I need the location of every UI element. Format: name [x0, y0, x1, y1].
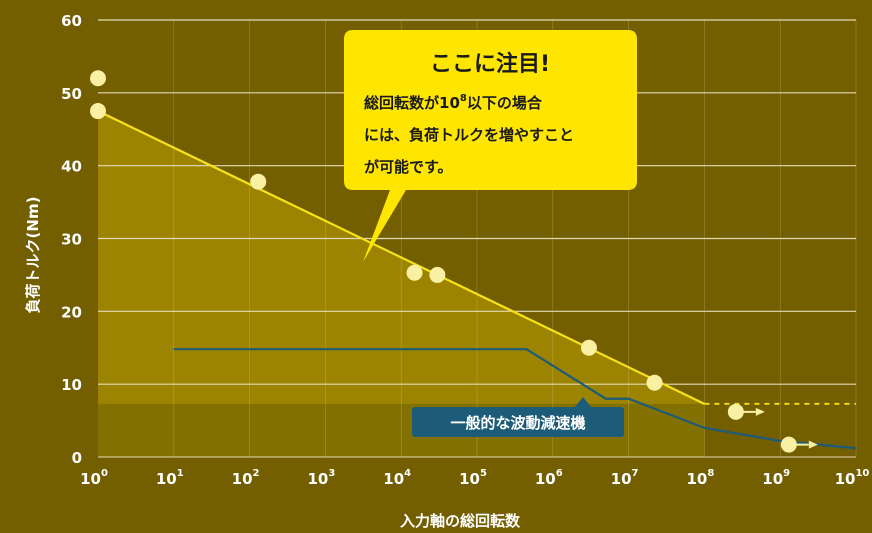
callout-line-2-text: には、負荷トルクを増やすこと: [364, 126, 574, 144]
x-tick-exp: 10: [855, 468, 869, 479]
series-line-rated: [97, 110, 705, 405]
y-tick-60: 60: [61, 12, 82, 30]
y-tick-50: 50: [61, 85, 82, 103]
y-tick-0: 0: [72, 449, 82, 467]
data-point-5: [580, 339, 597, 356]
x-tick-exp: 6: [556, 468, 563, 479]
x-tick-base: 10: [383, 470, 404, 488]
x-tick-exp: 1: [177, 468, 184, 479]
point-arrow-head-8: [808, 440, 818, 449]
series-line-general: [173, 348, 857, 450]
x-tick-4: 104: [383, 468, 411, 488]
x-tick-exp: 2: [253, 468, 260, 479]
callout-line-3: が可能です。: [364, 158, 453, 176]
callout-line-2: には、負荷トルクを増やすこと: [364, 126, 574, 144]
data-point-0: [90, 70, 106, 87]
callout-line-1: 総回転数が108以下の場合: [364, 93, 543, 112]
data-point-1: [90, 103, 106, 120]
x-tick-5: 105: [459, 468, 487, 488]
x-tick-base: 10: [686, 470, 707, 488]
x-tick-exp: 0: [101, 468, 108, 479]
x-tick-6: 106: [535, 468, 563, 488]
x-tick-exp: 7: [632, 468, 639, 479]
callout-bubble: [344, 30, 637, 262]
x-tick-base: 10: [762, 470, 783, 488]
x-tick-3: 103: [307, 468, 335, 488]
x-tick-7: 107: [611, 468, 639, 488]
data-point-2: [250, 173, 267, 190]
callout-title: ここに注目!: [430, 51, 550, 77]
x-tick-2: 102: [232, 468, 260, 488]
x-tick-labels: 100 101 102 103 104 105 106 107 108 109 1010: [80, 468, 869, 488]
gridlines: [98, 19, 857, 458]
x-tick-exp: 4: [404, 468, 411, 479]
y-axis-title: 負荷トルク(Nm): [24, 197, 42, 314]
callout: ここに注目! 総回転数が108以下の場合 には、負荷トルクを増やすこと が可能で…: [344, 30, 637, 262]
x-tick-8: 108: [686, 468, 714, 488]
callout-line-1-sup: 8: [460, 93, 467, 104]
x-tick-base: 10: [156, 470, 177, 488]
y-tick-10: 10: [61, 376, 82, 394]
data-point-6: [646, 374, 663, 391]
x-tick-exp: 5: [480, 468, 487, 479]
series-label-pointer: [574, 397, 592, 408]
x-tick-base: 10: [232, 470, 253, 488]
x-tick-0: 100: [80, 468, 108, 488]
x-tick-base: 10: [611, 470, 632, 488]
x-axis-title: 入力軸の総回転数: [400, 512, 521, 530]
x-tick-10: 1010: [835, 468, 870, 488]
y-tick-labels: 0 10 20 30 40 50 60: [61, 12, 82, 467]
series-lines: [97, 110, 857, 450]
series-label-box: [412, 407, 624, 437]
x-tick-1: 101: [156, 468, 184, 488]
data-point-3: [406, 264, 423, 281]
x-tick-exp: 9: [783, 468, 790, 479]
point-arrow-head-7: [755, 407, 765, 416]
x-tick-9: 109: [762, 468, 790, 488]
data-point-4: [429, 266, 446, 283]
series-label-text: 一般的な波動減速機: [450, 414, 585, 432]
y-tick-30: 30: [61, 231, 82, 249]
x-tick-base: 10: [835, 470, 856, 488]
data-points: [90, 70, 818, 453]
data-point-7: [727, 403, 744, 420]
callout-line-3-text: が可能です。: [364, 158, 453, 176]
x-tick-base: 10: [459, 470, 480, 488]
y-tick-40: 40: [61, 158, 82, 176]
callout-line-1-pre: 総回転数が10: [364, 94, 460, 112]
y-tick-20: 20: [61, 303, 82, 321]
x-tick-exp: 3: [328, 468, 335, 479]
x-tick-exp: 8: [707, 468, 714, 479]
data-point-8: [780, 436, 797, 453]
x-tick-base: 10: [307, 470, 328, 488]
callout-line-1-post: 以下の場合: [467, 94, 543, 112]
x-tick-base: 10: [535, 470, 556, 488]
x-tick-base: 10: [80, 470, 101, 488]
series-label-general: 一般的な波動減速機: [412, 397, 624, 437]
